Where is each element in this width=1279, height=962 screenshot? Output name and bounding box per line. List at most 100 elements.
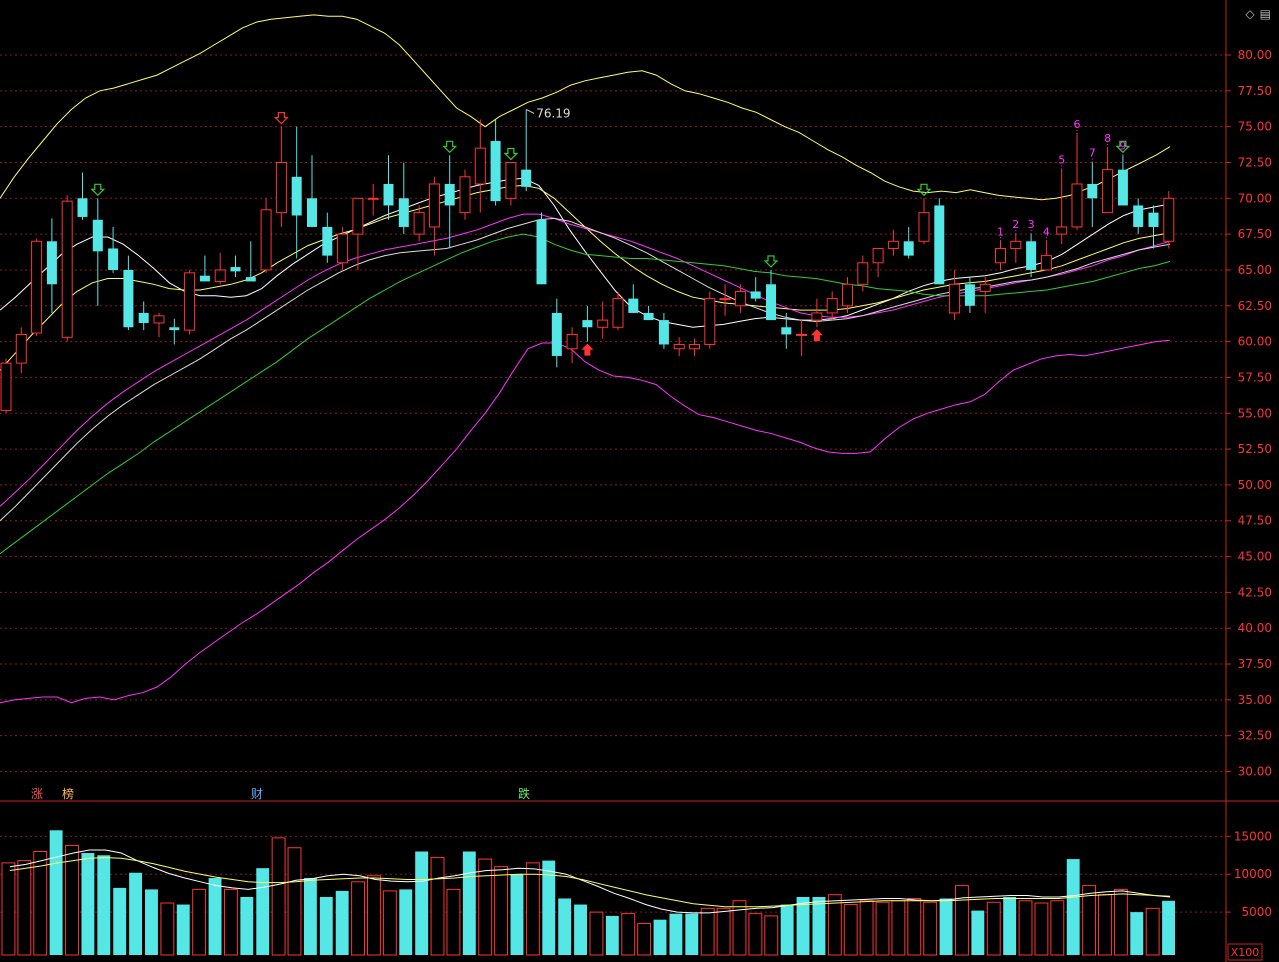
candle (1102, 148, 1114, 214)
candle (796, 320, 808, 356)
candle-body (750, 291, 761, 299)
candle (352, 197, 364, 270)
tick-label: 10000 (1234, 867, 1272, 881)
volume-bar (129, 872, 143, 955)
volume-bar (955, 885, 969, 956)
candle-body (1071, 183, 1083, 228)
volume-bar (1003, 896, 1017, 955)
tick-label: 70.00 (1238, 191, 1272, 205)
volume-bar (1145, 907, 1160, 956)
candle-body (582, 320, 593, 328)
candle-body (322, 226, 333, 256)
volume-bar (843, 904, 858, 956)
volume-bar (1066, 859, 1080, 955)
volume-bar (65, 844, 79, 956)
volume-bar (732, 900, 747, 956)
max-price-pointer (525, 109, 535, 114)
candle (169, 318, 180, 345)
event-marker: 跌 (518, 786, 530, 801)
volume-bar (1034, 902, 1049, 956)
volume-bar (621, 913, 636, 956)
candle (77, 172, 88, 220)
tick-label: 55.00 (1238, 406, 1272, 420)
tick-label: 37.50 (1238, 657, 1272, 671)
tick-label: 32.50 (1238, 729, 1272, 743)
tick-label: 60.00 (1238, 335, 1272, 349)
candle-body (291, 176, 302, 216)
candle (612, 291, 624, 331)
tick-label: 45.00 (1238, 550, 1272, 564)
volume-bar (319, 896, 333, 955)
candle-body (1148, 212, 1159, 227)
tick-label: 42.50 (1238, 585, 1272, 599)
candle-body (643, 312, 654, 321)
candle-body (796, 333, 808, 336)
candle (719, 284, 731, 316)
volume-bar (1050, 900, 1065, 956)
candle (826, 291, 838, 321)
candle (444, 155, 455, 249)
candle (245, 241, 256, 282)
candle (383, 155, 394, 220)
candle (1148, 205, 1159, 249)
down-arrow-icon (763, 255, 779, 268)
candle-body (108, 248, 119, 270)
candle (0, 358, 12, 414)
candle-body (673, 343, 685, 350)
candle (230, 255, 241, 278)
volume-ma-line (9, 849, 1171, 914)
candle (643, 305, 654, 321)
candle-body (61, 200, 73, 338)
candle (1133, 198, 1144, 235)
candle (704, 291, 716, 349)
candle (597, 301, 609, 339)
tick-label: 77.50 (1238, 84, 1272, 98)
tick-label: 50.00 (1238, 478, 1272, 492)
candle (123, 255, 134, 331)
candle-body (766, 284, 776, 321)
volume-bar (303, 878, 317, 955)
candle-body (658, 320, 669, 345)
candle (734, 284, 746, 313)
candle (153, 312, 165, 338)
tick-label: 57.50 (1238, 370, 1272, 384)
unit-label: X100 (1231, 946, 1260, 959)
candle-body (153, 315, 165, 324)
diamond-icon[interactable]: ◇ (1245, 7, 1255, 21)
candle (903, 226, 914, 259)
candle-body (214, 269, 226, 282)
volume-bar (716, 907, 731, 956)
volume-bar (542, 860, 556, 955)
tick-label: 5000 (1241, 905, 1272, 919)
candle (521, 109, 532, 192)
panel-toggle-icon[interactable]: ▤ (1259, 7, 1271, 21)
signal-arrows (90, 112, 1131, 356)
tick-label: 15000 (1234, 829, 1272, 843)
candle (92, 198, 103, 306)
candle-body (92, 219, 103, 252)
candle (566, 327, 578, 364)
volume-bar (415, 851, 429, 955)
candle-body (597, 319, 609, 328)
candle (949, 269, 961, 321)
ma-line (0, 184, 1171, 371)
volume-bar (430, 857, 445, 956)
candle (872, 247, 884, 278)
ma-line (0, 177, 1171, 328)
candle-body (474, 147, 486, 185)
candle-body (138, 312, 149, 323)
candle (842, 277, 853, 313)
volume-ma-line (9, 857, 1171, 908)
candle-body (903, 241, 914, 256)
tick-label: 62.50 (1238, 299, 1272, 313)
candle (887, 229, 899, 256)
candle (214, 252, 226, 285)
candle-body (307, 198, 317, 227)
ma-line (0, 14, 1171, 201)
candle (31, 238, 43, 336)
volume-bar (478, 858, 493, 956)
candle-body (245, 277, 256, 282)
volume-bar (1130, 912, 1144, 955)
volume-bar (875, 901, 890, 956)
candle-body (934, 205, 945, 285)
